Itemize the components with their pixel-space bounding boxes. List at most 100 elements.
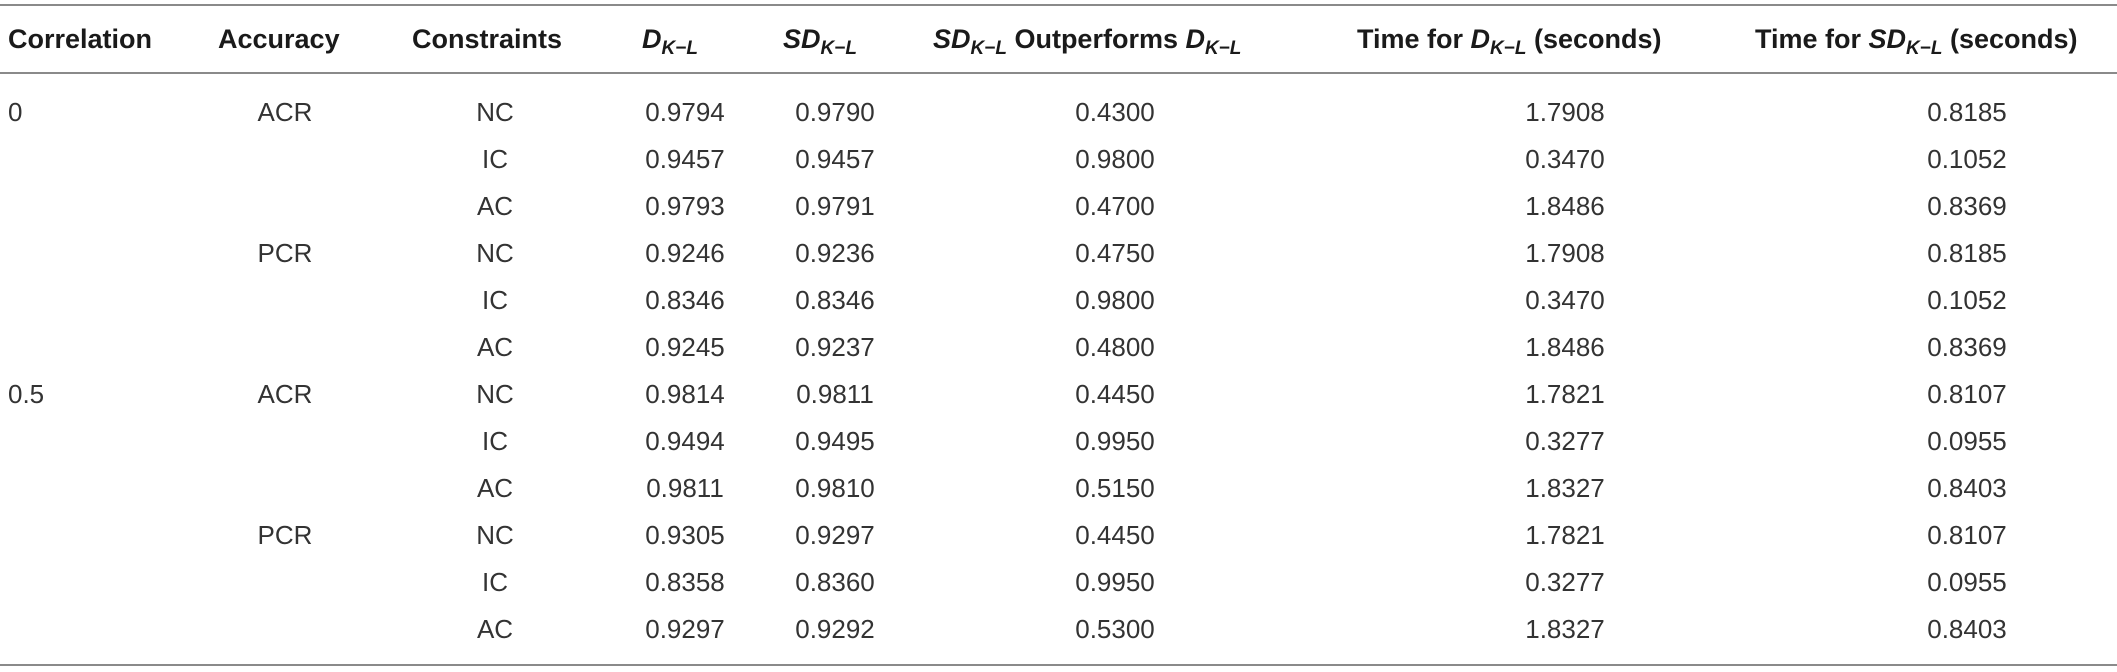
header-time-d-sub: K−L xyxy=(1490,38,1527,59)
cell-time-sd: 0.0955 xyxy=(1927,567,2007,597)
cell-dkl: 0.9494 xyxy=(645,426,725,456)
cell-outperforms: 0.4750 xyxy=(1075,238,1155,268)
header-time-sd: Time for SDK−L (seconds) xyxy=(1755,6,2078,72)
cell-constraint: NC xyxy=(476,238,514,268)
cell-time-sd: 0.8369 xyxy=(1927,191,2007,221)
header-dkl-sub: K−L xyxy=(661,38,698,59)
cell-time-sd: 0.8107 xyxy=(1927,379,2007,409)
cell-outperforms: 0.4450 xyxy=(1075,379,1155,409)
cell-constraint: IC xyxy=(482,426,508,456)
cell-time-sd: 0.0955 xyxy=(1927,426,2007,456)
header-time-d-base: D xyxy=(1470,24,1491,54)
cell-sdkl: 0.9791 xyxy=(795,191,875,221)
cell-constraint: IC xyxy=(482,144,508,174)
cell-correlation: 0.5 xyxy=(8,379,45,409)
cell-outperforms: 0.9800 xyxy=(1075,144,1155,174)
cell-constraint: NC xyxy=(476,379,514,409)
cell-accuracy: PCR xyxy=(257,520,313,550)
cell-sdkl: 0.9790 xyxy=(795,97,875,127)
cell-dkl: 0.9814 xyxy=(645,379,725,409)
cell-time-d: 1.8327 xyxy=(1525,473,1605,503)
cell-time-d: 1.7821 xyxy=(1525,379,1605,409)
table-row: IC 0.8346 0.8346 0.9800 0.3470 0.1052 xyxy=(0,280,2117,327)
cell-time-d: 0.3470 xyxy=(1525,144,1605,174)
header-dkl-base: D xyxy=(642,24,662,54)
cell-dkl: 0.9457 xyxy=(645,144,725,174)
cell-time-sd: 0.8403 xyxy=(1927,473,2007,503)
header-time-sd-prefix: Time for xyxy=(1755,24,1869,54)
table-bottom-rule xyxy=(0,664,2117,666)
cell-accuracy xyxy=(230,280,340,327)
table-row: AC 0.9793 0.9791 0.4700 1.8486 0.8369 xyxy=(0,186,2117,233)
header-time-sd-suffix: (seconds) xyxy=(1942,24,2078,54)
table-top-rule xyxy=(0,4,2117,6)
cell-correlation xyxy=(8,233,128,280)
header-time-d: Time for DK−L (seconds) xyxy=(1357,6,1662,72)
cell-time-d: 0.3277 xyxy=(1525,426,1605,456)
cell-correlation xyxy=(8,327,128,374)
cell-sdkl: 0.9495 xyxy=(795,426,875,456)
cell-correlation xyxy=(8,186,128,233)
cell-correlation xyxy=(8,562,128,609)
cell-correlation xyxy=(8,609,128,656)
table-header-rule xyxy=(0,72,2117,74)
cell-sdkl: 0.9811 xyxy=(796,379,874,409)
table-row: IC 0.9457 0.9457 0.9800 0.3470 0.1052 xyxy=(0,139,2117,186)
cell-outperforms: 0.4800 xyxy=(1075,332,1155,362)
cell-correlation xyxy=(8,515,128,562)
table-row: PCR NC 0.9246 0.9236 0.4750 1.7908 0.8185 xyxy=(0,233,2117,280)
cell-time-d: 1.7908 xyxy=(1525,97,1605,127)
header-outperforms-d-sub: K−L xyxy=(1204,38,1242,59)
cell-correlation xyxy=(8,421,128,468)
cell-accuracy xyxy=(230,421,340,468)
header-time-sd-base: SD xyxy=(1868,24,1907,54)
cell-dkl: 0.8346 xyxy=(645,285,725,315)
cell-constraint: AC xyxy=(476,332,514,362)
table-row: IC 0.8358 0.8360 0.9950 0.3277 0.0955 xyxy=(0,562,2117,609)
header-time-d-prefix: Time for xyxy=(1357,24,1471,54)
header-outperforms-sd-base: SD xyxy=(933,24,971,54)
cell-time-d: 1.8486 xyxy=(1525,191,1605,221)
cell-dkl: 0.9305 xyxy=(645,520,725,550)
table-row: 0.5 ACR NC 0.9814 0.9811 0.4450 1.7821 0.8107 xyxy=(0,374,2117,421)
cell-time-sd: 0.8107 xyxy=(1927,520,2007,550)
cell-dkl: 0.9794 xyxy=(645,97,725,127)
table-row: IC 0.9494 0.9495 0.9950 0.3277 0.0955 xyxy=(0,421,2117,468)
cell-constraint: NC xyxy=(476,520,514,550)
cell-constraint: IC xyxy=(482,285,508,315)
cell-dkl: 0.8358 xyxy=(645,567,725,597)
cell-accuracy xyxy=(230,186,340,233)
cell-outperforms: 0.9950 xyxy=(1075,567,1155,597)
cell-dkl: 0.9793 xyxy=(645,191,725,221)
cell-accuracy xyxy=(230,562,340,609)
table-header-row: Correlation Accuracy Constraints DK−L SD… xyxy=(0,6,2117,72)
header-dkl: DK−L xyxy=(642,6,698,72)
cell-time-sd: 0.8185 xyxy=(1927,97,2007,127)
header-outperforms-sd-sub: K−L xyxy=(970,38,1007,59)
header-constraints: Constraints xyxy=(412,24,563,54)
cell-outperforms: 0.4700 xyxy=(1075,191,1155,221)
header-outperforms-text: Outperforms xyxy=(1006,24,1186,54)
cell-time-sd: 0.8403 xyxy=(1927,614,2007,644)
cell-sdkl: 0.9292 xyxy=(795,614,875,644)
header-time-sd-sub: K−L xyxy=(1906,38,1943,59)
cell-constraint: AC xyxy=(476,191,514,221)
cell-sdkl: 0.8346 xyxy=(795,285,875,315)
cell-constraint: IC xyxy=(482,567,508,597)
cell-time-d: 1.7908 xyxy=(1525,238,1605,268)
header-sdkl-sub: K−L xyxy=(820,38,857,59)
cell-outperforms: 0.4450 xyxy=(1075,520,1155,550)
cell-constraint: NC xyxy=(476,97,514,127)
cell-sdkl: 0.9237 xyxy=(795,332,875,362)
cell-outperforms: 0.4300 xyxy=(1075,97,1155,127)
cell-dkl: 0.9246 xyxy=(645,238,725,268)
cell-accuracy: PCR xyxy=(257,238,313,268)
cell-correlation: 0 xyxy=(8,97,23,127)
cell-time-sd: 0.1052 xyxy=(1927,285,2007,315)
cell-dkl: 0.9245 xyxy=(645,332,725,362)
cell-accuracy xyxy=(230,327,340,374)
header-outperforms-d-base: D xyxy=(1185,24,1205,54)
cell-outperforms: 0.5150 xyxy=(1075,473,1155,503)
cell-time-d: 0.3277 xyxy=(1525,567,1605,597)
cell-accuracy: ACR xyxy=(257,379,313,409)
